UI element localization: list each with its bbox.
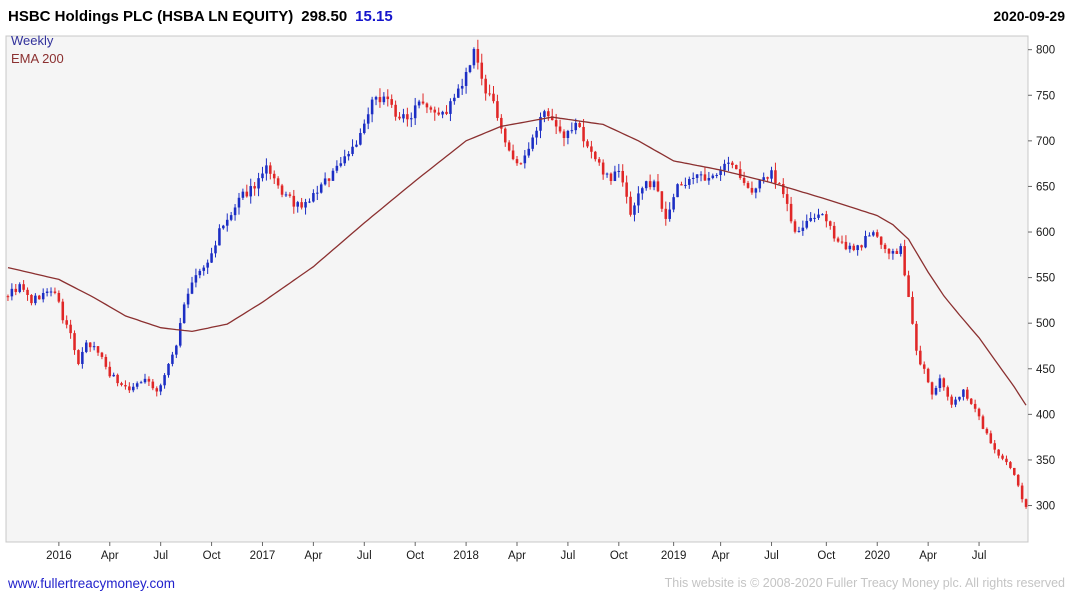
chart-date: 2020-09-29 xyxy=(993,8,1065,24)
price-chart-canvas[interactable]: 300 350 400 450 500 550 600 650 700 750 800 2016 Apr… xyxy=(0,30,1075,570)
svg-text:Apr: Apr xyxy=(712,550,730,562)
svg-text:650: 650 xyxy=(1036,181,1055,193)
footer-bar: www.fullertreacymoney.com This website i… xyxy=(0,570,1075,600)
instrument-title: HSBC Holdings PLC (HSBA LN EQUITY) xyxy=(8,7,294,25)
svg-text:Jul: Jul xyxy=(972,550,987,562)
svg-text:Apr: Apr xyxy=(101,550,119,562)
svg-text:Oct: Oct xyxy=(203,550,222,562)
svg-text:450: 450 xyxy=(1036,364,1055,376)
svg-text:600: 600 xyxy=(1036,227,1055,239)
svg-text:550: 550 xyxy=(1036,273,1055,285)
svg-text:Jul: Jul xyxy=(357,550,372,562)
svg-text:500: 500 xyxy=(1036,318,1055,330)
title-group: HSBC Holdings PLC (HSBA LN EQUITY) 298.5… xyxy=(8,8,393,25)
svg-text:350: 350 xyxy=(1036,455,1055,467)
svg-text:Jul: Jul xyxy=(153,550,168,562)
svg-text:Jul: Jul xyxy=(764,550,779,562)
svg-text:Jul: Jul xyxy=(561,550,576,562)
price-change: 15.15 xyxy=(355,7,393,25)
svg-text:2019: 2019 xyxy=(661,550,687,562)
svg-text:Apr: Apr xyxy=(919,550,937,562)
svg-text:2018: 2018 xyxy=(453,550,479,562)
svg-text:750: 750 xyxy=(1036,90,1055,102)
svg-text:2017: 2017 xyxy=(250,550,276,562)
last-price: 298.50 xyxy=(301,7,348,25)
svg-text:2020: 2020 xyxy=(864,550,890,562)
svg-text:Oct: Oct xyxy=(406,550,425,562)
svg-text:Apr: Apr xyxy=(304,550,322,562)
svg-text:Apr: Apr xyxy=(508,550,526,562)
svg-text:800: 800 xyxy=(1036,45,1055,57)
site-link[interactable]: www.fullertreacymoney.com xyxy=(8,575,176,591)
title-bar: HSBC Holdings PLC (HSBA LN EQUITY) 298.5… xyxy=(0,0,1075,30)
svg-text:700: 700 xyxy=(1036,136,1055,148)
svg-text:Oct: Oct xyxy=(817,550,836,562)
svg-text:300: 300 xyxy=(1036,501,1055,513)
svg-text:2016: 2016 xyxy=(46,550,72,562)
chart-area: 300 350 400 450 500 550 600 650 700 750 800 2016 Apr… xyxy=(0,30,1075,570)
svg-text:Oct: Oct xyxy=(610,550,629,562)
svg-text:400: 400 xyxy=(1036,409,1055,421)
copyright-text: This website is © 2008-2020 Fuller Treac… xyxy=(664,576,1065,590)
